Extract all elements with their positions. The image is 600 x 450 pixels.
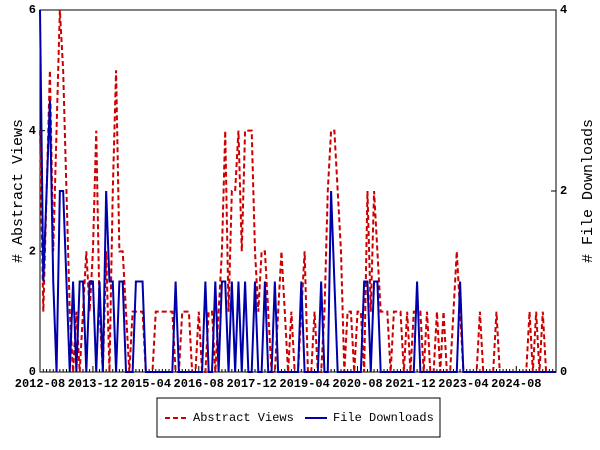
x-tick-label: 2017-12 [226, 377, 276, 391]
series-line [39, 9, 556, 373]
y-tick-label: 2 [29, 245, 36, 259]
legend-box [156, 397, 441, 438]
x-tick-label: 2020-08 [332, 377, 382, 391]
x-tick-label: 2023-04 [438, 377, 488, 391]
y-tick-label: 0 [29, 365, 36, 379]
x-tick-label: 2021-12 [385, 377, 435, 391]
x-tick-label: 2019-04 [279, 377, 329, 391]
x-tick-label: 2013-12 [68, 377, 118, 391]
y-axis-label: # Abstract Views [10, 119, 27, 263]
x-tick-label: 2024-08 [491, 377, 541, 391]
y2-tick-label: 4 [560, 3, 567, 17]
legend-label: File Downloads [333, 411, 434, 425]
y2-tick-label: 2 [560, 184, 567, 198]
y2-axis-label: # File Downloads [580, 119, 597, 263]
x-tick-label: 2012-08 [15, 377, 65, 391]
y-tick-label: 6 [29, 3, 36, 17]
legend-label: Abstract Views [193, 411, 294, 425]
x-tick-label: 2016-08 [174, 377, 224, 391]
x-tick-label: 2015-04 [121, 377, 171, 391]
y-tick-label: 4 [29, 124, 36, 138]
y2-tick-label: 0 [560, 365, 567, 379]
